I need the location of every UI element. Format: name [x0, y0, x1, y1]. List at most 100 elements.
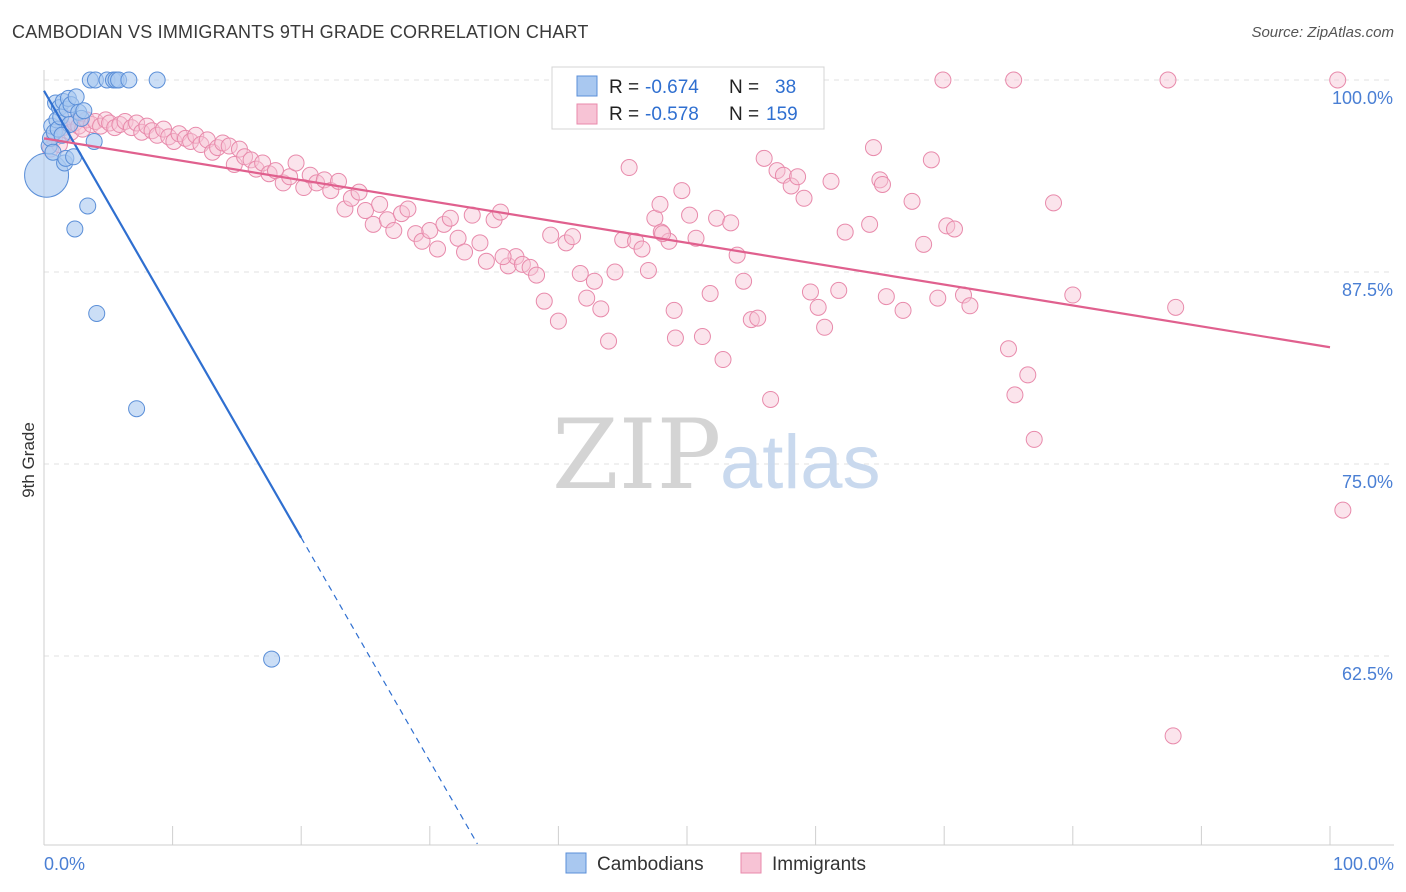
immigrants-point	[722, 214, 740, 232]
y-tick-labels: 62.5% 75.0% 87.5% 100.0%	[1332, 88, 1393, 684]
stats-r-value-2: -0.578	[645, 104, 699, 125]
immigrants-point	[456, 243, 474, 261]
immigrants-point	[915, 235, 933, 253]
immigrants-point	[535, 292, 553, 310]
immigrants-point	[585, 272, 603, 290]
cambodians-point	[66, 220, 84, 238]
immigrants-point	[681, 206, 699, 224]
immigrants-point	[449, 229, 467, 247]
cambodians-point	[88, 304, 106, 322]
legend-label-immigrants: Immigrants	[772, 854, 866, 875]
cambodians-point	[128, 400, 146, 418]
immigrants-point	[1329, 71, 1347, 89]
immigrants-point	[571, 265, 589, 283]
immigrants-point	[128, 114, 146, 132]
immigrants-point	[429, 240, 447, 258]
immigrants-point	[378, 211, 396, 229]
immigrants-point	[929, 289, 947, 307]
x-tick-label-min: 0.0%	[44, 854, 85, 874]
stats-swatch-cambodians	[576, 75, 598, 97]
immigrants-point	[542, 226, 560, 244]
immigrants-point	[903, 192, 921, 210]
source-label: Source: ZipAtlas.com	[1251, 24, 1394, 41]
stats-n-value-1: 38	[775, 77, 796, 98]
cambodians-trend-extension	[300, 537, 478, 845]
legend-label-cambodians: Cambodians	[597, 854, 704, 875]
cambodians-point	[75, 102, 93, 120]
immigrants-trend-line	[43, 137, 1331, 349]
immigrants-point	[836, 223, 854, 241]
immigrants-point	[254, 154, 272, 172]
stats-swatch-immigrants	[576, 103, 598, 125]
immigrants-point	[477, 252, 495, 270]
y-tick-label: 87.5%	[1342, 280, 1393, 300]
immigrants-point	[1025, 430, 1043, 448]
immigrants-point	[1164, 727, 1182, 745]
immigrants-point	[801, 283, 819, 301]
stats-n-label-2: N =	[729, 104, 759, 125]
immigrants-point	[578, 289, 596, 307]
immigrants-point	[620, 159, 638, 177]
trend-lines	[43, 90, 1331, 845]
stats-n-value-2: 159	[766, 104, 798, 125]
immigrants-point	[873, 175, 891, 193]
immigrants-point	[441, 209, 459, 227]
immigrants-point	[1019, 366, 1037, 384]
cambodians-point	[263, 650, 281, 668]
immigrants-point	[564, 228, 582, 246]
legend-swatch-immigrants	[740, 852, 762, 874]
watermark-zip: ZIP	[552, 399, 721, 511]
immigrants-point	[549, 312, 567, 330]
cambodians-point	[148, 71, 166, 89]
immigrants-point	[1006, 386, 1024, 404]
immigrants-point	[1000, 340, 1017, 358]
immigrants-point	[600, 332, 618, 350]
immigrants-point	[399, 200, 417, 218]
cambodians-point	[79, 197, 97, 215]
watermark-atlas: atlas	[720, 420, 881, 505]
immigrants-point	[782, 177, 800, 195]
immigrants-point	[557, 234, 575, 252]
immigrants-point	[287, 154, 305, 172]
immigrants-point	[742, 311, 760, 329]
immigrants-point	[357, 202, 374, 220]
immigrants-point	[871, 171, 889, 189]
stats-n-label-1: N =	[729, 77, 759, 98]
immigrants-point	[687, 229, 705, 247]
immigrants-point	[961, 297, 979, 315]
bottom-legend: Cambodians Immigrants	[565, 852, 866, 875]
immigrants-point	[639, 261, 657, 279]
immigrants-point	[421, 222, 439, 240]
immigrants-point	[220, 137, 238, 155]
immigrants-point	[809, 298, 827, 316]
immigrants-point	[822, 172, 840, 190]
immigrants-point	[1045, 194, 1063, 212]
stats-r-value-1: -0.674	[645, 77, 699, 98]
immigrants-point	[861, 215, 879, 233]
legend-swatch-cambodians	[565, 852, 587, 874]
chart-title: CAMBODIAN VS IMMIGRANTS 9TH GRADE CORREL…	[12, 22, 589, 42]
immigrants-point	[816, 318, 834, 336]
immigrants-point	[106, 119, 124, 137]
immigrants-point	[749, 309, 767, 327]
immigrants-point	[795, 189, 813, 207]
immigrants-point	[894, 301, 912, 319]
immigrants-point	[830, 281, 848, 299]
axes	[43, 70, 1394, 846]
immigrants-point	[1005, 71, 1023, 89]
immigrants-point	[336, 200, 354, 218]
immigrants-point	[633, 240, 651, 258]
watermark: ZIP atlas	[552, 399, 881, 511]
cambodians-point	[120, 71, 138, 89]
immigrants-point	[945, 220, 963, 238]
immigrants-points	[41, 71, 1352, 745]
immigrants-point	[350, 183, 368, 201]
cambodians-trend-line	[43, 90, 303, 539]
immigrants-point	[371, 195, 389, 213]
immigrants-point	[864, 139, 882, 157]
immigrants-point	[665, 301, 683, 319]
immigrants-point	[789, 168, 807, 186]
immigrants-point	[364, 215, 382, 233]
immigrants-point	[385, 222, 403, 240]
immigrants-point	[1167, 298, 1185, 316]
